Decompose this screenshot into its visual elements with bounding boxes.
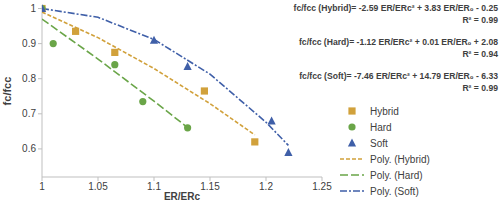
legend-swatch bbox=[348, 123, 355, 130]
y-tick bbox=[38, 148, 42, 149]
x-tick-label: 1.25 bbox=[312, 181, 332, 192]
data-point bbox=[50, 40, 57, 47]
data-point bbox=[184, 124, 191, 131]
equation: fc/fcc (Hybrid)= -2.59 ER/ERc² + 3.83 ER… bbox=[294, 3, 499, 13]
equation: R² = 0.99 bbox=[462, 15, 498, 25]
chart: 0.6 0.7 0.8 0.9 1 1 1.05 1.1 1.15 1.2 1.25 ER/ERc fc… bbox=[0, 0, 500, 203]
data-point bbox=[111, 49, 118, 56]
x-tick-label: 1.05 bbox=[88, 181, 108, 192]
legend-swatch bbox=[348, 139, 356, 147]
x-tick-label: 1.1 bbox=[147, 181, 161, 192]
plot-area bbox=[42, 4, 293, 156]
data-point bbox=[42, 5, 46, 12]
x-tick-label: 1 bbox=[39, 181, 45, 192]
y-tick bbox=[38, 113, 42, 114]
legend-swatch bbox=[340, 190, 364, 192]
y-tick bbox=[38, 78, 42, 79]
data-point bbox=[268, 116, 276, 124]
data-point bbox=[139, 98, 146, 105]
x-tick-label: 1.15 bbox=[200, 181, 220, 192]
legend-label: Poly. (Hard) bbox=[370, 170, 423, 181]
data-point bbox=[201, 87, 208, 94]
y-axis-line bbox=[42, 5, 43, 177]
legend-label: Poly. (Hybrid) bbox=[370, 154, 430, 165]
legend-swatch bbox=[340, 158, 364, 160]
trend-line bbox=[42, 19, 188, 127]
data-point bbox=[42, 5, 46, 12]
data-point bbox=[111, 61, 118, 68]
legend-label: Hard bbox=[370, 122, 392, 133]
legend-label: Hybrid bbox=[370, 106, 399, 117]
equation: fc/fcc (Soft)= -7.46 ER/ERc² + 14.79 ER/… bbox=[299, 71, 498, 81]
y-tick-label: 1 bbox=[30, 3, 36, 14]
y-tick bbox=[38, 8, 42, 9]
data-point bbox=[150, 36, 158, 44]
x-axis-line bbox=[42, 177, 322, 178]
y-tick bbox=[38, 43, 42, 44]
data-point bbox=[42, 4, 46, 12]
legend-swatch bbox=[348, 107, 355, 114]
y-tick-label: 0.9 bbox=[22, 38, 36, 49]
data-point bbox=[251, 138, 258, 145]
x-axis-label: ER/ERc bbox=[164, 191, 201, 202]
data-point bbox=[72, 28, 79, 35]
legend-swatch bbox=[340, 174, 364, 176]
y-tick-label: 0.7 bbox=[22, 108, 36, 119]
y-axis-label: fc/fcc bbox=[1, 77, 13, 106]
trend-line bbox=[42, 12, 255, 135]
data-point bbox=[184, 62, 192, 70]
data-point bbox=[284, 148, 292, 156]
x-tick-label: 1.2 bbox=[259, 181, 273, 192]
equation: R² = 0.99 bbox=[462, 83, 498, 93]
legend-label: Poly. (Soft) bbox=[370, 186, 419, 197]
y-tick-label: 0.8 bbox=[22, 73, 36, 84]
legend-label: Soft bbox=[370, 138, 388, 149]
y-tick-label: 0.6 bbox=[22, 143, 36, 154]
equation: R² = 0.94 bbox=[462, 49, 498, 59]
trend-line bbox=[42, 9, 288, 146]
equation: fc/fcc (Hard)= -1.12 ER/ERc² + 0.01 ER/E… bbox=[299, 37, 498, 47]
